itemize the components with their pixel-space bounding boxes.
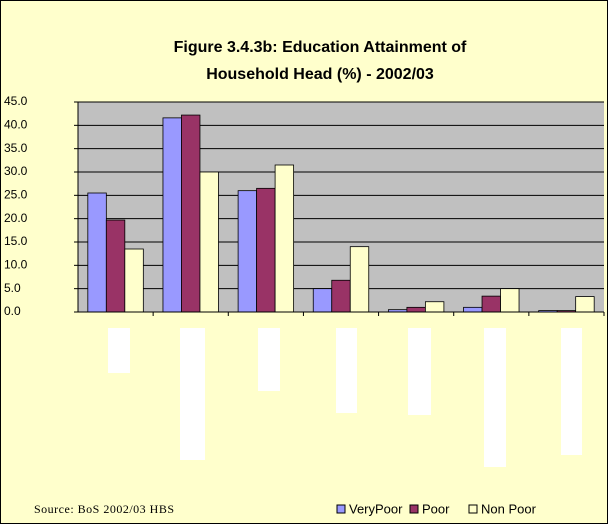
label-box (561, 328, 582, 455)
y-tick-label: 25.0 (4, 188, 28, 202)
bar (424, 301, 445, 313)
bar (181, 114, 201, 313)
y-tick-label: 20.0 (4, 211, 28, 225)
y-tick-label: 5.0 (4, 281, 21, 295)
y-tick-label: 35.0 (4, 141, 28, 155)
bar (331, 279, 351, 313)
label-box (336, 328, 357, 413)
category-label-boxes (108, 328, 582, 467)
bar (124, 248, 144, 313)
legend-label: Poor (422, 501, 450, 516)
label-box (258, 328, 280, 391)
bar (105, 219, 126, 313)
source-note: Source: BoS 2002/03 HBS (34, 502, 175, 516)
bar (199, 171, 219, 313)
bar (256, 187, 276, 313)
bar (87, 192, 107, 313)
label-box (108, 328, 130, 373)
bar (500, 288, 520, 313)
legend-swatch (468, 504, 478, 514)
bar (162, 117, 182, 313)
y-tick-label: 10.0 (4, 258, 28, 272)
y-tick-label: 30.0 (4, 164, 28, 178)
y-tick-label: 45.0 (4, 94, 28, 108)
bar (237, 190, 258, 313)
bar (406, 306, 426, 313)
bar (312, 288, 333, 313)
label-box (180, 328, 205, 460)
y-tick-label: 0.0 (4, 304, 21, 318)
bar (463, 306, 483, 313)
legend-label: Non Poor (481, 501, 537, 516)
label-box (484, 328, 506, 467)
bar (274, 164, 295, 313)
legend-swatch (336, 504, 346, 514)
bar (575, 296, 595, 313)
legend-label: VeryPoor (349, 501, 403, 516)
y-tick-label: 15.0 (4, 234, 28, 248)
chart-title: Figure 3.4.3b: Education Attainment of (174, 39, 467, 56)
label-box (408, 328, 431, 415)
bar (349, 246, 370, 313)
legend-swatch (409, 504, 419, 514)
bar (481, 295, 501, 313)
chart-title: Household Head (%) - 2002/03 (206, 66, 434, 83)
y-tick-label: 40.0 (4, 118, 28, 132)
